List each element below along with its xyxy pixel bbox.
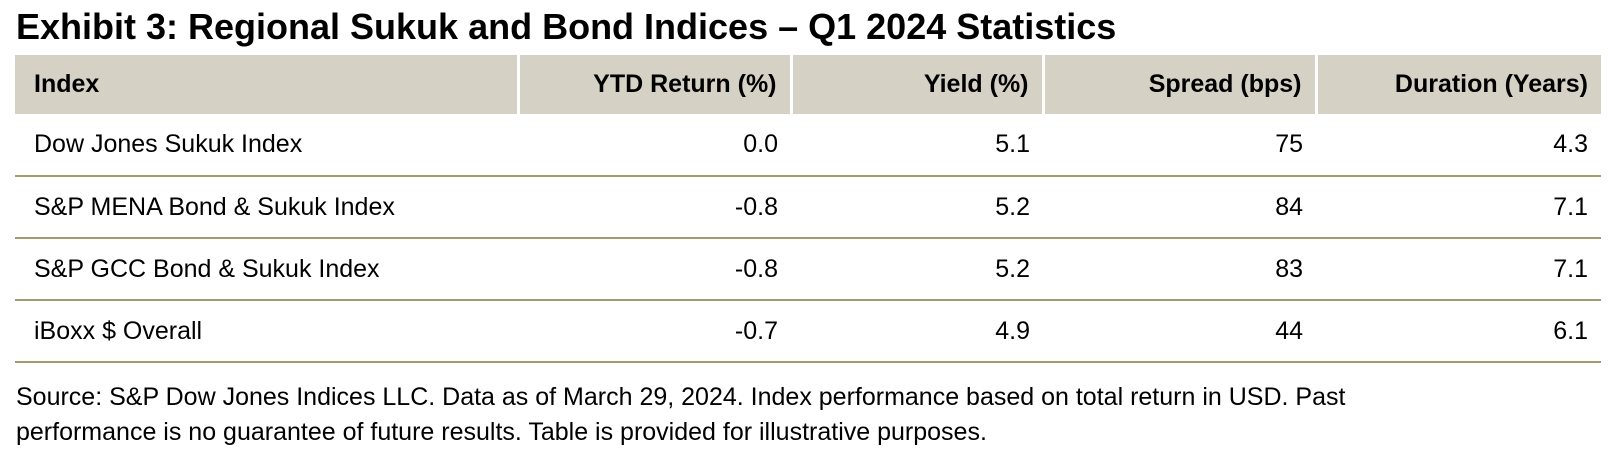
cell-index-name: Dow Jones Sukuk Index	[15, 114, 518, 177]
cell-ytd: -0.8	[518, 176, 791, 239]
table-row: iBoxx $ Overall -0.7 4.9 44 6.1	[15, 300, 1601, 363]
indices-stats-table: Index YTD Return (%) Yield (%) Spread (b…	[15, 55, 1601, 363]
column-header-yield: Yield (%)	[789, 55, 1043, 114]
source-note-line: Source: S&P Dow Jones Indices LLC. Data …	[16, 383, 1346, 411]
cell-duration: 4.3	[1316, 114, 1601, 177]
cell-duration: 7.1	[1316, 238, 1601, 301]
column-header-ytd: YTD Return (%)	[516, 55, 791, 114]
table-body: Dow Jones Sukuk Index 0.0 5.1 75 4.3 S&P…	[15, 114, 1601, 363]
exhibit-title: Exhibit 3: Regional Sukuk and Bond Indic…	[16, 6, 1117, 47]
column-header-index: Index	[15, 55, 518, 114]
table-header: Index YTD Return (%) Yield (%) Spread (b…	[15, 55, 1601, 114]
cell-yield: 5.1	[791, 114, 1043, 177]
header-row: Index YTD Return (%) Yield (%) Spread (b…	[15, 55, 1601, 114]
cell-ytd: 0.0	[518, 114, 791, 177]
cell-duration: 7.1	[1316, 176, 1601, 239]
table-row: S&P MENA Bond & Sukuk Index -0.8 5.2 84 …	[15, 176, 1601, 239]
table-row: S&P GCC Bond & Sukuk Index -0.8 5.2 83 7…	[15, 238, 1601, 301]
cell-spread: 75	[1043, 114, 1316, 177]
cell-ytd: -0.7	[518, 300, 791, 363]
cell-index-name: S&P GCC Bond & Sukuk Index	[15, 238, 518, 301]
cell-spread: 83	[1043, 238, 1316, 301]
cell-yield: 4.9	[791, 300, 1043, 363]
table-row: Dow Jones Sukuk Index 0.0 5.1 75 4.3	[15, 114, 1601, 177]
cell-ytd: -0.8	[518, 238, 791, 301]
cell-duration: 6.1	[1316, 300, 1601, 363]
cell-yield: 5.2	[791, 176, 1043, 239]
cell-yield: 5.2	[791, 238, 1043, 301]
cell-spread: 84	[1043, 176, 1316, 239]
cell-index-name: iBoxx $ Overall	[15, 300, 518, 363]
cell-index-name: S&P MENA Bond & Sukuk Index	[15, 176, 518, 239]
source-note-line: performance is no guarantee of future re…	[16, 418, 987, 446]
exhibit-page: Exhibit 3: Regional Sukuk and Bond Indic…	[15, 6, 1601, 450]
column-header-duration: Duration (Years)	[1314, 55, 1601, 114]
column-header-spread: Spread (bps)	[1041, 55, 1316, 114]
source-note: Source: S&P Dow Jones Indices LLC. Data …	[16, 380, 1600, 450]
cell-spread: 44	[1043, 300, 1316, 363]
